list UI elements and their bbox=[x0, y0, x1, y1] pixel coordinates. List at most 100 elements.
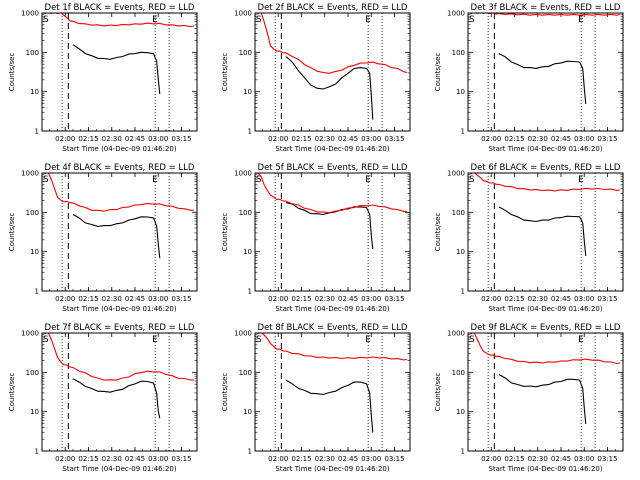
y-tick-label: 1000 bbox=[234, 10, 252, 18]
x-tick-label: 02:30 bbox=[528, 135, 548, 143]
y-tick-label: 10 bbox=[456, 88, 465, 96]
y-tick-label: 1 bbox=[248, 128, 252, 136]
chart-panel-8: Det 8f BLACK = Events, RED = LLD Counts/s… bbox=[221, 323, 411, 473]
x-axis-label: Start Time (04-Dec-09 01:46:20) bbox=[275, 145, 389, 153]
x-tick-label: 03:15 bbox=[384, 135, 404, 143]
x-tick-label: 03:00 bbox=[361, 295, 381, 303]
x-tick-label: 02:30 bbox=[315, 455, 335, 463]
y-tick-label: 100 bbox=[452, 369, 465, 377]
plot-frame bbox=[254, 332, 411, 452]
chart-panel-6: Det 6f BLACK = Events, RED = LLD Counts/s… bbox=[434, 163, 624, 313]
chart-title: Det 6f BLACK = Events, RED = LLD bbox=[471, 163, 621, 173]
x-tick-label: 02:00 bbox=[55, 295, 75, 303]
chart-panel-5: Det 5f BLACK = Events, RED = LLD Counts/s… bbox=[221, 163, 411, 313]
start-marker: S bbox=[256, 335, 262, 345]
chart-panel-3: Det 3f BLACK = Events, RED = LLD Counts/s… bbox=[434, 3, 624, 153]
x-tick-label: 03:15 bbox=[597, 295, 617, 303]
chart-title: Det 9f BLACK = Events, RED = LLD bbox=[471, 323, 621, 333]
end-marker: E bbox=[578, 175, 584, 185]
lld-series-line bbox=[255, 173, 407, 214]
x-tick-label: 02:45 bbox=[125, 455, 145, 463]
y-tick-label: 1000 bbox=[447, 10, 465, 18]
plot-frame bbox=[254, 12, 411, 132]
x-tick-label: 03:15 bbox=[171, 135, 191, 143]
events-series-line bbox=[72, 214, 161, 259]
x-axis-label: Start Time (04-Dec-09 01:46:20) bbox=[275, 465, 389, 473]
series-group bbox=[42, 13, 195, 94]
y-tick-label: 1 bbox=[35, 128, 39, 136]
chart-panel-4: Det 4f BLACK = Events, RED = LLD Counts/s… bbox=[8, 163, 198, 313]
events-series-line bbox=[498, 374, 587, 424]
y-tick-label: 1000 bbox=[21, 170, 39, 178]
y-tick-label: 100 bbox=[26, 49, 39, 57]
y-tick-label: 10 bbox=[456, 248, 465, 256]
series-group bbox=[468, 333, 620, 424]
x-tick-label: 02:15 bbox=[78, 295, 98, 303]
x-tick-label: 02:15 bbox=[291, 135, 311, 143]
y-tick-label: 1000 bbox=[234, 330, 252, 338]
x-tick-label: 02:15 bbox=[78, 455, 98, 463]
end-marker: E bbox=[365, 335, 371, 345]
series-group bbox=[468, 173, 620, 256]
y-tick-label: 100 bbox=[239, 209, 252, 217]
y-tick-label: 10 bbox=[456, 408, 465, 416]
x-tick-label: 02:30 bbox=[102, 295, 122, 303]
y-tick-label: 1000 bbox=[21, 10, 39, 18]
y-tick-label: 100 bbox=[452, 49, 465, 57]
plot-frame bbox=[254, 172, 411, 292]
chart-panel-9: Det 9f BLACK = Events, RED = LLD Counts/s… bbox=[434, 323, 624, 473]
plot-frame bbox=[467, 12, 624, 132]
x-tick-label: 02:45 bbox=[551, 295, 571, 303]
end-marker: E bbox=[152, 335, 158, 345]
y-axis-label: Counts/sec bbox=[221, 213, 229, 252]
y-tick-label: 1 bbox=[35, 288, 39, 296]
lld-series-line bbox=[42, 13, 195, 28]
x-tick-label: 03:00 bbox=[574, 455, 594, 463]
events-series-line bbox=[285, 56, 374, 120]
x-axis-label: Start Time (04-Dec-09 01:46:20) bbox=[62, 305, 176, 313]
x-tick-label: 02:30 bbox=[315, 135, 335, 143]
chart-title: Det 8f BLACK = Events, RED = LLD bbox=[258, 323, 408, 333]
y-axis-label: Counts/sec bbox=[8, 213, 16, 252]
y-tick-label: 1 bbox=[461, 288, 465, 296]
plot-frame bbox=[467, 172, 624, 292]
series-group bbox=[42, 333, 194, 419]
x-axis-label: Start Time (04-Dec-09 01:46:20) bbox=[62, 145, 176, 153]
start-marker: S bbox=[43, 175, 49, 185]
x-axis-label: Start Time (04-Dec-09 01:46:20) bbox=[275, 305, 389, 313]
x-tick-label: 03:00 bbox=[148, 455, 168, 463]
plot-frame bbox=[41, 12, 198, 132]
x-tick-label: 02:45 bbox=[125, 295, 145, 303]
x-tick-label: 02:15 bbox=[78, 135, 98, 143]
y-axis-label: Counts/sec bbox=[221, 53, 229, 92]
x-tick-label: 03:00 bbox=[574, 295, 594, 303]
events-series-line bbox=[285, 379, 374, 433]
end-marker: E bbox=[578, 15, 584, 25]
series-group bbox=[255, 13, 408, 120]
y-tick-label: 1000 bbox=[21, 330, 39, 338]
x-tick-label: 02:30 bbox=[528, 455, 548, 463]
chart-title: Det 7f BLACK = Events, RED = LLD bbox=[45, 323, 195, 333]
x-tick-label: 02:00 bbox=[481, 135, 501, 143]
y-tick-label: 10 bbox=[243, 248, 252, 256]
x-tick-label: 02:45 bbox=[551, 135, 571, 143]
start-marker: S bbox=[43, 15, 49, 25]
x-tick-label: 02:15 bbox=[504, 135, 524, 143]
y-axis-label: Counts/sec bbox=[434, 53, 442, 92]
y-tick-label: 1000 bbox=[447, 170, 465, 178]
y-tick-label: 10 bbox=[30, 408, 39, 416]
x-tick-label: 03:15 bbox=[597, 455, 617, 463]
lld-series-line bbox=[255, 333, 407, 361]
chart-title: Det 4f BLACK = Events, RED = LLD bbox=[45, 163, 195, 173]
x-tick-label: 02:15 bbox=[504, 455, 524, 463]
y-tick-label: 10 bbox=[243, 408, 252, 416]
end-marker: E bbox=[365, 15, 371, 25]
x-tick-label: 02:00 bbox=[55, 455, 75, 463]
lld-series-line bbox=[468, 173, 620, 192]
events-series-line bbox=[498, 53, 587, 104]
y-tick-label: 1000 bbox=[234, 170, 252, 178]
x-tick-label: 03:00 bbox=[148, 295, 168, 303]
events-series-line bbox=[285, 202, 374, 250]
events-series-line bbox=[72, 44, 161, 94]
